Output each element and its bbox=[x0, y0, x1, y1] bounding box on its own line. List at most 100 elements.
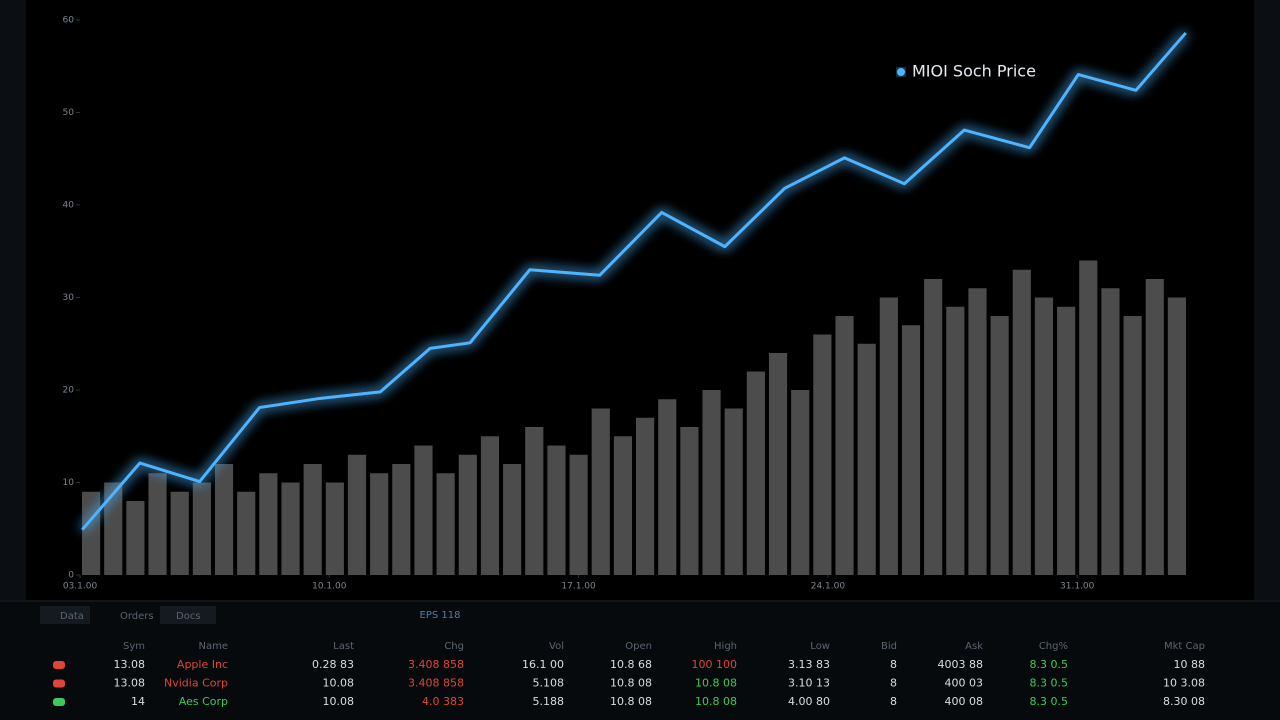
right-rail bbox=[1254, 0, 1280, 600]
row-indicator bbox=[53, 679, 65, 688]
y-tick-label: 20 bbox=[63, 386, 75, 396]
cell: 5.188 bbox=[533, 695, 565, 708]
cell: 8.3 0.5 bbox=[1030, 695, 1068, 708]
tab-bg bbox=[40, 606, 90, 624]
cell: 10.08 bbox=[323, 695, 355, 708]
cell: 3.408 858 bbox=[408, 677, 464, 690]
left-rail bbox=[0, 0, 26, 600]
volume-bar bbox=[591, 408, 610, 575]
column-header: Open bbox=[625, 641, 652, 652]
tab-bg bbox=[160, 606, 216, 624]
column-header: Low bbox=[810, 641, 830, 652]
column-header: Bid bbox=[881, 641, 897, 652]
volume-bar bbox=[968, 288, 987, 575]
x-tick-label: 03.1.00 bbox=[63, 582, 98, 592]
row-indicator bbox=[53, 661, 65, 669]
volume-bar bbox=[1123, 316, 1142, 575]
volume-bar bbox=[82, 491, 101, 575]
volume-bar bbox=[303, 464, 322, 575]
cell: 100 100 bbox=[692, 658, 738, 671]
column-header: Ask bbox=[965, 641, 983, 652]
volume-bar bbox=[347, 454, 367, 575]
volume-bar bbox=[281, 482, 300, 575]
volume-bar bbox=[768, 353, 788, 575]
cell: 13.08 bbox=[114, 677, 146, 690]
cell: 3.10 13 bbox=[788, 677, 830, 690]
y-tick-label: 60 bbox=[63, 16, 75, 26]
volume-bar bbox=[636, 417, 655, 575]
volume-bar bbox=[170, 491, 189, 575]
volume-bar bbox=[237, 491, 256, 575]
legend-label: MIOI Soch Price bbox=[912, 62, 1036, 81]
cell: 8.30 08 bbox=[1163, 695, 1205, 708]
volume-bar bbox=[791, 390, 810, 575]
y-tick-label: 10 bbox=[63, 478, 75, 488]
volume-bar bbox=[658, 399, 677, 575]
column-header: Last bbox=[333, 641, 354, 652]
column-header: Vol bbox=[549, 641, 564, 652]
volume-bar bbox=[259, 473, 278, 575]
cell: 400 03 bbox=[945, 677, 984, 690]
column-header: Chg bbox=[444, 641, 464, 652]
cell: 13.08 bbox=[114, 658, 146, 671]
x-tick-label: 24.1.00 bbox=[811, 582, 846, 592]
table: Sym Name Last Chg Vol Open High Low Bid Ask Chg% Mk… bbox=[53, 641, 1205, 708]
y-tick-label: 50 bbox=[63, 108, 75, 118]
tab[interactable]: Orders bbox=[120, 611, 154, 622]
cell: 8 bbox=[890, 695, 897, 708]
volume-bar bbox=[480, 436, 500, 575]
x-tick-label: 31.1.00 bbox=[1060, 582, 1095, 592]
volume-bar bbox=[1034, 297, 1054, 575]
cell: 10.8 08 bbox=[610, 695, 652, 708]
volume-bar bbox=[613, 436, 632, 575]
column-header: Chg% bbox=[1039, 641, 1068, 652]
volume-bar bbox=[436, 473, 455, 575]
cell: 3.13 83 bbox=[788, 658, 830, 671]
cell: 5.108 bbox=[533, 677, 565, 690]
cell: 8 bbox=[890, 677, 897, 690]
cell: 14 bbox=[131, 695, 145, 708]
volume-bar bbox=[1012, 269, 1031, 575]
x-tick-label: 17.1.00 bbox=[561, 582, 596, 592]
cell: 10.8 08 bbox=[695, 695, 737, 708]
volume-bar bbox=[104, 482, 123, 575]
cell: 4.00 80 bbox=[788, 695, 830, 708]
y-tick-label: 40 bbox=[63, 201, 75, 211]
volume-bar bbox=[901, 325, 921, 575]
cell: Nvidia Corp bbox=[164, 677, 228, 690]
y-tick-label: 30 bbox=[63, 293, 75, 303]
volume-bar bbox=[569, 454, 588, 575]
volume-bar bbox=[192, 482, 211, 575]
column-header: High bbox=[714, 641, 737, 652]
column-header: Sym bbox=[123, 641, 145, 652]
volume-bar bbox=[990, 316, 1009, 575]
x-tick-label: 10.1.00 bbox=[312, 582, 347, 592]
volume-bar bbox=[525, 427, 544, 575]
volume-bar bbox=[680, 427, 699, 575]
volume-bar bbox=[1145, 279, 1164, 575]
tab[interactable]: Data bbox=[60, 611, 84, 622]
price-line bbox=[81, 31, 1187, 531]
cell: 3.408 858 bbox=[408, 658, 464, 671]
volume-bar bbox=[503, 464, 522, 575]
volume-bar bbox=[746, 371, 765, 575]
cell: 10.8 08 bbox=[695, 677, 737, 690]
cell: 16.1 00 bbox=[522, 658, 564, 671]
volume-bar bbox=[702, 390, 721, 575]
volume-bar bbox=[857, 343, 876, 575]
volume-bar bbox=[414, 445, 433, 575]
cell: 400 08 bbox=[945, 695, 984, 708]
cell: Aes Corp bbox=[179, 695, 228, 708]
volume-bar bbox=[813, 334, 832, 575]
tab[interactable]: Docs bbox=[176, 611, 201, 622]
cell: 10 88 bbox=[1174, 658, 1206, 671]
cell: 4003 88 bbox=[938, 658, 984, 671]
column-header: Mkt Cap bbox=[1164, 641, 1205, 652]
legend-marker bbox=[897, 68, 905, 76]
cell: 0.28 83 bbox=[312, 658, 354, 671]
y-tick-label: 0 bbox=[68, 571, 74, 581]
cell: 8.3 0.5 bbox=[1030, 658, 1068, 671]
volume-bar bbox=[547, 445, 566, 575]
volume-bar bbox=[1057, 306, 1076, 575]
